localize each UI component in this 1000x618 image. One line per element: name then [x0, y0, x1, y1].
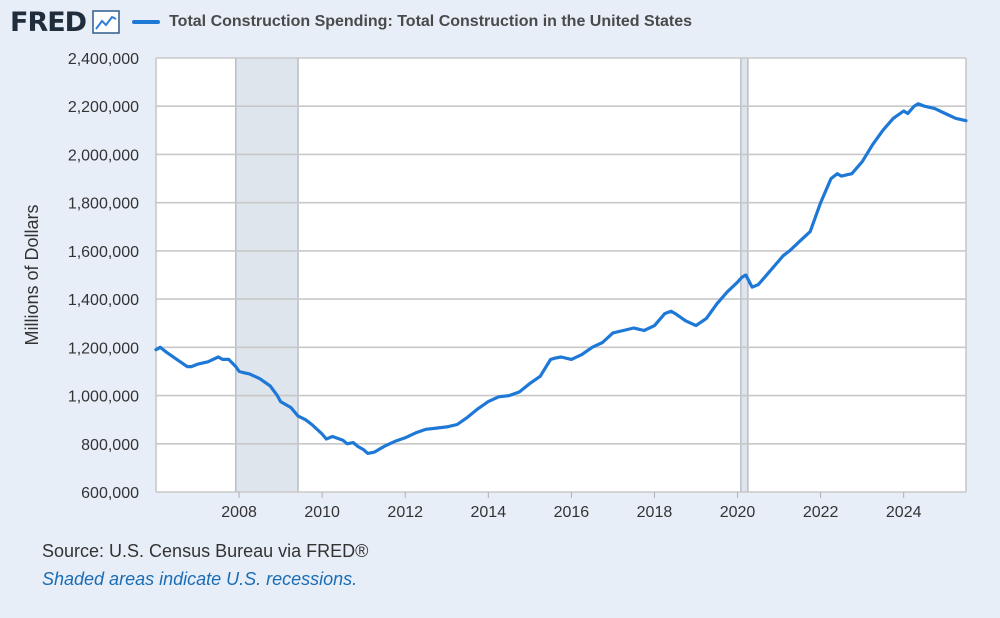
legend-swatch: [132, 20, 161, 24]
recession-note: Shaded areas indicate U.S. recessions.: [42, 569, 358, 589]
x-tick-label: 2010: [304, 504, 340, 521]
y-tick-label: 2,000,000: [68, 147, 139, 164]
chart-header: FRED Total Construction Spending: Total …: [10, 4, 692, 40]
y-tick-label: 1,800,000: [68, 196, 139, 213]
y-tick-label: 1,200,000: [68, 340, 139, 357]
fred-logo[interactable]: FRED: [10, 6, 87, 38]
y-tick-label: 2,200,000: [68, 99, 139, 116]
legend-label: Total Construction Spending: Total Const…: [169, 13, 693, 30]
y-tick-label: 1,400,000: [68, 292, 139, 309]
x-tick-label: 2018: [637, 504, 673, 521]
x-tick-label: 2012: [387, 504, 423, 521]
x-tick-label: 2008: [221, 504, 257, 521]
y-tick-label: 2,400,000: [68, 51, 139, 68]
y-tick-label: 800,000: [81, 437, 139, 454]
recession-band-1: [235, 58, 299, 492]
x-tick-label: 2024: [886, 504, 922, 521]
line-chart: 600,000 800,000 1,000,000 1,200,000 1,400,00…: [22, 51, 968, 521]
y-tick-label: 1,000,000: [68, 389, 139, 406]
x-tick-label: 2022: [803, 504, 839, 521]
line-chart-icon: [92, 10, 120, 34]
x-tick-label: 2016: [554, 504, 590, 521]
x-tick-label: 2020: [720, 504, 756, 521]
source-text: Source: U.S. Census Bureau via FRED®: [42, 541, 369, 561]
y-tick-label: 1,600,000: [68, 244, 139, 261]
y-tick-label: 600,000: [81, 485, 139, 502]
y-axis-label: Millions of Dollars: [22, 204, 42, 345]
series-line-total-construction: [154, 102, 968, 455]
x-tick-label: 2014: [471, 504, 507, 521]
